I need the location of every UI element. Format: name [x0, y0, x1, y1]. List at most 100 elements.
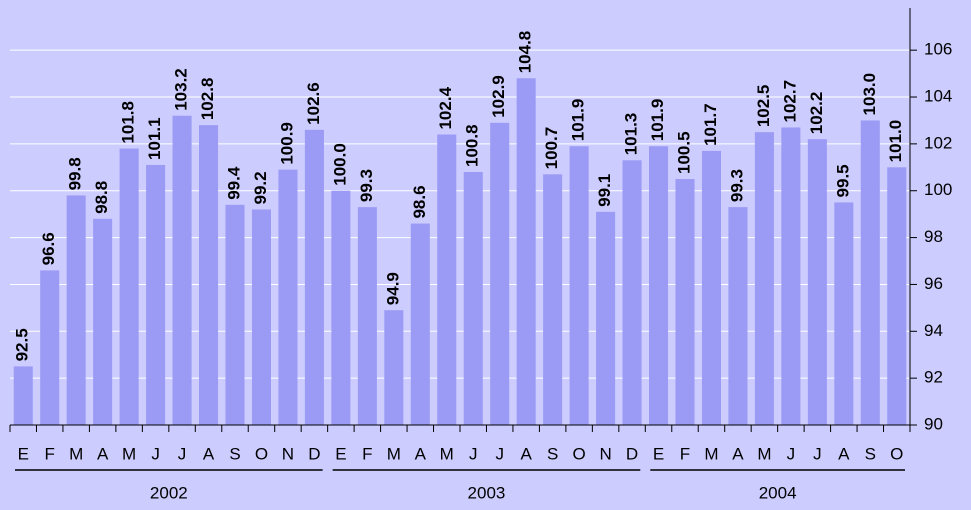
x-tick-label: D: [308, 444, 320, 463]
value-label: 96.6: [39, 232, 58, 265]
value-label: 99.5: [833, 164, 852, 197]
value-label: 99.8: [66, 157, 85, 190]
x-tick-label: E: [18, 444, 29, 463]
bar: [199, 125, 219, 426]
x-tick-label: A: [203, 444, 215, 463]
bar: [781, 127, 801, 425]
value-label: 94.9: [383, 272, 402, 305]
bar: [93, 218, 113, 425]
bar: [357, 207, 377, 425]
value-label: 102.8: [198, 78, 217, 121]
x-tick-label: F: [45, 444, 55, 463]
bar: [860, 120, 880, 426]
value-label: 101.1: [145, 117, 164, 160]
x-tick-label: A: [415, 444, 427, 463]
value-label: 102.4: [436, 86, 455, 129]
y-tick-label: 102: [924, 133, 952, 152]
value-label: 100.8: [463, 124, 482, 167]
y-tick-label: 94: [924, 321, 943, 340]
bar: [675, 179, 695, 425]
x-tick-label: S: [547, 444, 558, 463]
x-tick-label: A: [97, 444, 109, 463]
bar: [66, 195, 86, 425]
x-tick-label: J: [495, 444, 504, 463]
y-tick-label: 106: [924, 40, 952, 59]
value-label: 103.2: [172, 68, 191, 111]
x-tick-label: O: [890, 444, 903, 463]
group-label: 2003: [468, 483, 506, 502]
x-tick-label: D: [626, 444, 638, 463]
x-tick-label: S: [865, 444, 876, 463]
bar: [728, 207, 748, 425]
bar: [146, 164, 166, 425]
value-label: 102.6: [304, 82, 323, 125]
bar: [569, 146, 589, 425]
value-label: 101.0: [886, 120, 905, 163]
x-tick-label: N: [599, 444, 611, 463]
x-tick-label: J: [469, 444, 478, 463]
x-tick-label: J: [178, 444, 187, 463]
bar: [834, 202, 854, 425]
x-tick-label: E: [653, 444, 664, 463]
x-tick-label: A: [521, 444, 533, 463]
bar: [384, 310, 404, 425]
y-tick-label: 90: [924, 414, 943, 433]
value-label: 101.7: [701, 103, 720, 146]
x-tick-label: E: [335, 444, 346, 463]
x-tick-label: M: [387, 444, 401, 463]
x-tick-label: M: [704, 444, 718, 463]
value-label: 100.5: [674, 131, 693, 174]
bar: [119, 148, 139, 425]
y-tick-label: 98: [924, 227, 943, 246]
x-tick-label: J: [151, 444, 160, 463]
x-tick-label: A: [838, 444, 850, 463]
x-tick-label: M: [440, 444, 454, 463]
value-label: 102.9: [489, 75, 508, 118]
y-tick-label: 104: [924, 87, 952, 106]
bar: [649, 146, 669, 425]
value-label: 99.3: [727, 169, 746, 202]
group-label: 2004: [759, 483, 797, 502]
bar: [331, 190, 351, 425]
value-label: 102.2: [807, 92, 826, 135]
y-tick-label: 92: [924, 368, 943, 387]
bar: [490, 122, 510, 425]
x-tick-label: O: [255, 444, 268, 463]
value-label: 100.9: [277, 122, 296, 165]
value-label: 99.2: [251, 171, 270, 204]
bar: [622, 160, 642, 426]
x-tick-label: J: [813, 444, 822, 463]
x-tick-label: F: [680, 444, 690, 463]
bar: [807, 139, 827, 425]
x-tick-label: M: [757, 444, 771, 463]
y-tick-label: 100: [924, 180, 952, 199]
bar: [172, 115, 192, 426]
bar: [754, 132, 774, 426]
value-label: 102.7: [780, 80, 799, 123]
bar: [437, 134, 457, 425]
value-label: 101.8: [119, 101, 138, 144]
value-label: 102.5: [754, 85, 773, 128]
value-label: 101.9: [648, 99, 667, 142]
bar: [410, 223, 430, 425]
x-tick-label: M: [122, 444, 136, 463]
value-label: 104.8: [516, 31, 535, 74]
bar: [40, 270, 60, 425]
x-tick-label: J: [787, 444, 796, 463]
x-tick-label: A: [732, 444, 744, 463]
x-tick-label: F: [362, 444, 372, 463]
value-label: 100.0: [330, 143, 349, 186]
value-label: 92.5: [13, 328, 32, 361]
value-label: 99.1: [595, 174, 614, 207]
bar: [596, 211, 616, 425]
value-label: 99.3: [357, 169, 376, 202]
value-label: 103.0: [860, 73, 879, 116]
bar: [887, 167, 907, 425]
bar: [225, 204, 245, 425]
bar: [251, 209, 271, 425]
bar: [13, 366, 33, 425]
bar: [701, 150, 721, 426]
bar: [543, 174, 563, 425]
group-label: 2002: [150, 483, 188, 502]
bar: [516, 78, 536, 426]
